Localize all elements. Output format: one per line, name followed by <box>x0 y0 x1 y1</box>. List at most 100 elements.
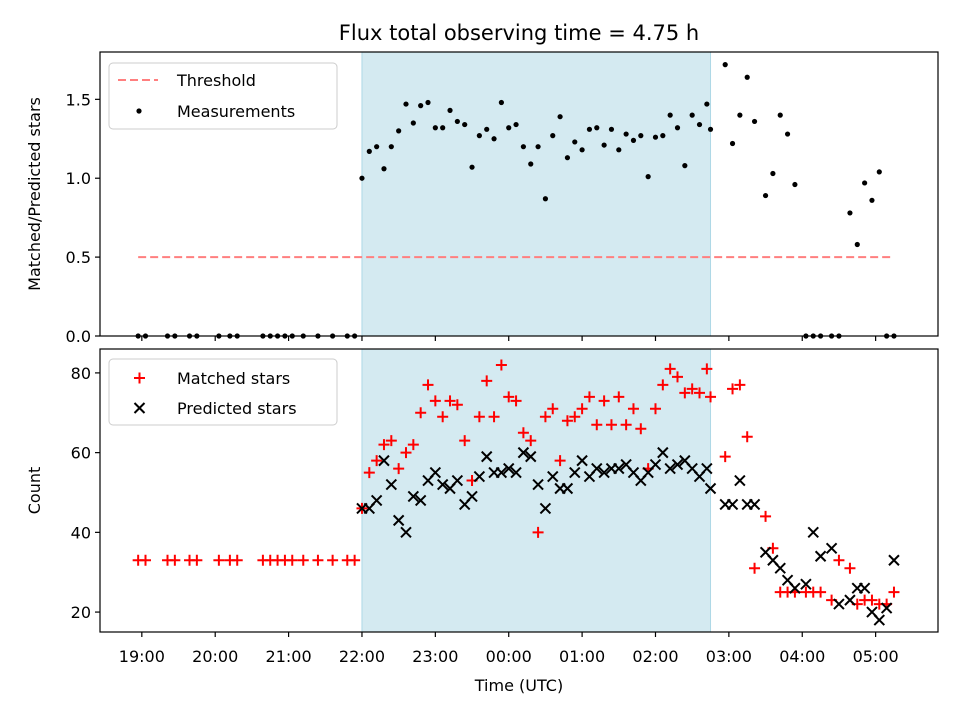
matched-star-point <box>741 431 753 443</box>
y-tick-label: 1.5 <box>66 90 91 109</box>
x-axis-ticks-bottom: 19:00 20:00 21:00 22:00 23:00 00:00 01:00 02:00… <box>119 632 899 666</box>
predicted-star-point <box>858 582 871 594</box>
measurement-point <box>638 133 644 139</box>
x-tick-label: 03:00 <box>706 647 752 666</box>
matched-star-point <box>539 411 551 423</box>
matched-star-point <box>664 363 676 375</box>
predicted-star-point <box>664 462 676 475</box>
legend-measurements-swatch <box>136 108 142 114</box>
matched-star-point <box>231 554 243 566</box>
legend-bottom: Matched stars Predicted stars <box>108 358 338 426</box>
legend-box-bottom <box>108 358 338 426</box>
predicted-star-point <box>407 490 420 503</box>
matched-star-point <box>429 395 441 407</box>
predicted-star-point <box>392 514 405 527</box>
measurement-point <box>762 192 769 199</box>
matched-star-point <box>378 439 390 451</box>
predicted-star-point <box>532 478 544 491</box>
matched-star-point <box>459 435 471 447</box>
predicted-star-point <box>569 466 581 479</box>
predicted-star-point <box>429 466 442 479</box>
predicted-star-point <box>789 582 801 594</box>
y-axis-ticks-bottom: 20 40 60 80 <box>71 364 100 622</box>
predicted-star-point <box>385 478 398 491</box>
matched-star-point <box>297 554 309 566</box>
measurement-point <box>674 125 681 131</box>
legend-threshold-label: Threshold <box>176 71 256 90</box>
measurement-point <box>432 125 438 131</box>
axes-frame-top <box>99 51 939 337</box>
predicted-star-point <box>473 470 486 483</box>
measurement-point <box>542 196 549 202</box>
y-tick-label: 1.0 <box>66 169 91 188</box>
predicted-star-point <box>844 594 856 606</box>
y-tick-label: 60 <box>71 444 91 463</box>
matched-star-point <box>422 379 434 391</box>
measurement-point <box>594 125 600 131</box>
matched-star-point <box>286 554 298 566</box>
measurement-point <box>425 99 431 106</box>
y-tick-label: 20 <box>71 603 91 622</box>
measurement-point <box>645 174 651 180</box>
measurement-point <box>660 133 666 139</box>
matched-star-point <box>525 435 537 447</box>
matched-star-point <box>576 403 588 415</box>
predicted-star-point <box>613 462 625 475</box>
measurement-point <box>722 62 728 68</box>
predicted-star-point <box>561 482 574 495</box>
y-axis-label-bottom: Count <box>25 467 44 515</box>
matched-star-point <box>495 359 507 371</box>
measurement-point <box>784 131 791 137</box>
matched-star-point <box>833 554 845 566</box>
matched-star-point <box>888 586 900 598</box>
measurement-point <box>476 133 482 139</box>
panel-counts: 20 40 60 80 19:00 20:00 21:00 22:00 23:00 00:00 0… <box>25 348 939 695</box>
matched-star-point <box>444 395 456 407</box>
measurement-point <box>469 164 475 170</box>
predicted-star-point <box>466 490 478 503</box>
x-axis-ticks-top <box>141 336 877 341</box>
predicted-star-point <box>576 454 588 467</box>
measurement-point <box>652 134 659 140</box>
measurement-point <box>491 136 497 142</box>
measurement-point <box>484 126 490 132</box>
predicted-star-point <box>649 458 662 471</box>
matched-star-point <box>481 375 493 387</box>
matched-star-point <box>649 403 661 415</box>
x-tick-label: 05:00 <box>853 647 899 666</box>
matched-star-point <box>627 403 639 415</box>
matched-star-point <box>385 435 397 447</box>
predicted-star-point <box>503 462 515 475</box>
observing-window-shade-bottom <box>361 349 711 632</box>
predicted-star-point <box>671 458 684 471</box>
predicted-star-point <box>657 446 669 459</box>
measurement-point <box>751 118 758 125</box>
matched-star-point <box>312 554 324 566</box>
matched-star-point <box>363 467 375 479</box>
measurement-point <box>447 107 453 113</box>
measurement-point <box>506 125 512 131</box>
matched-star-point <box>488 411 500 423</box>
legend-predicted-label: Predicted stars <box>177 399 297 418</box>
measurement-point <box>557 114 563 120</box>
predicted-star-point <box>734 474 746 487</box>
matched-star-point <box>727 383 739 395</box>
predicted-star-point <box>517 446 530 459</box>
matched-star-point <box>139 554 151 566</box>
matched-star-point <box>635 423 647 435</box>
predicted-star-point <box>873 614 886 626</box>
measurement-point <box>366 148 372 154</box>
predicted-star-point <box>510 466 522 479</box>
x-tick-label: 19:00 <box>119 647 165 666</box>
matched-star-point <box>415 407 427 419</box>
x-tick-label: 20:00 <box>192 647 238 666</box>
measurement-point <box>396 128 402 134</box>
measurement-point <box>550 133 556 139</box>
matched-star-point <box>679 387 691 399</box>
predicted-star-point <box>400 526 412 539</box>
measurement-point <box>454 118 460 125</box>
x-tick-label: 22:00 <box>339 647 385 666</box>
y-tick-label: 0.5 <box>66 248 91 267</box>
predicted-star-point <box>825 542 838 555</box>
predicted-star-point <box>451 474 464 487</box>
